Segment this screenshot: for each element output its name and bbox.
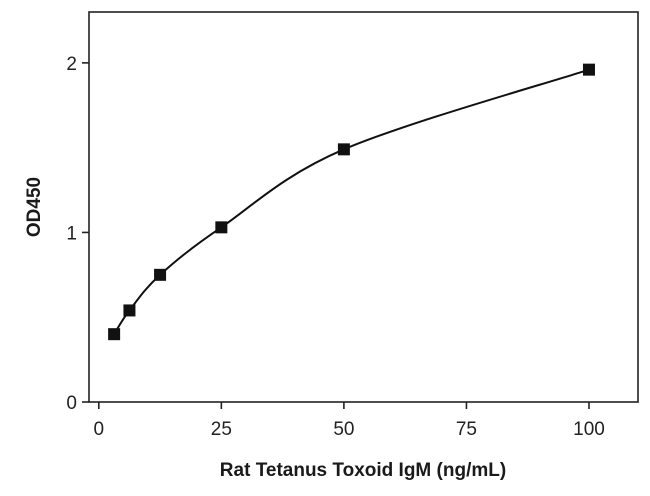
x-tick-label: 50 [333, 419, 354, 440]
plot-frame [88, 11, 639, 403]
data-point [215, 221, 228, 234]
x-tick-label: 100 [573, 419, 605, 440]
y-tick-label: 2 [66, 54, 77, 75]
x-tick-label: 25 [211, 419, 232, 440]
x-tick-label: 75 [456, 419, 477, 440]
x-axis-ticks: 0 25 50 75 100 [94, 402, 605, 440]
data-point [582, 63, 595, 76]
data-point [337, 143, 350, 156]
fit-curve-line [113, 68, 590, 335]
data-points [108, 63, 595, 341]
x-axis-title: Rat Tetanus Toxoid IgM (ng/mL) [220, 460, 506, 481]
x-tick-label: 0 [94, 419, 105, 440]
y-axis-title: OD450 [24, 177, 45, 237]
data-point [154, 268, 167, 281]
y-axis-ticks: 0 1 2 [66, 54, 89, 414]
y-tick-label: 1 [66, 223, 77, 244]
data-point [108, 328, 121, 341]
y-tick-label: 0 [66, 393, 77, 414]
data-point [123, 304, 136, 317]
